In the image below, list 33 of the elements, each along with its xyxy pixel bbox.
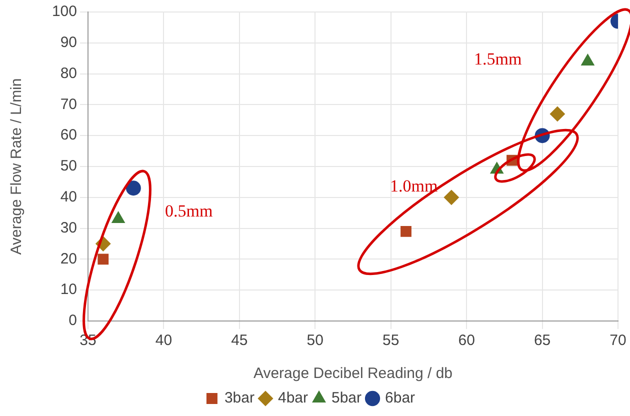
point <box>550 106 565 122</box>
y-tick-label: 60 <box>60 126 77 144</box>
x-tick-label: 55 <box>382 332 400 350</box>
point <box>444 190 459 205</box>
legend-label: 6bar <box>385 390 416 407</box>
y-tick-label: 70 <box>60 96 77 113</box>
y-tick-label: 80 <box>60 64 77 82</box>
y-tick-label: 20 <box>60 250 77 268</box>
y-tick-label: 0 <box>68 312 77 330</box>
point <box>126 180 141 196</box>
y-tick-label: 100 <box>52 3 77 20</box>
x-tick-label: 70 <box>610 332 626 350</box>
x-tick-label: 50 <box>306 332 324 350</box>
x-tick-label: 60 <box>458 332 475 350</box>
annotation: 0.5mm <box>165 201 213 220</box>
annotation: 1.5mm <box>474 49 522 68</box>
y-tick-label: 90 <box>60 34 77 52</box>
x-tick-label: 40 <box>155 332 172 350</box>
legend-label: 3bar <box>224 390 254 407</box>
x-axis-title: Average Decibel Reading / db <box>253 365 453 382</box>
point <box>400 226 412 237</box>
y-tick-label: 30 <box>60 219 77 236</box>
y-axis-title: Average Flow Rate / L/min <box>8 78 26 255</box>
annotation: 1.0mm <box>390 176 438 196</box>
point <box>98 254 109 265</box>
y-tick-label: 10 <box>60 281 77 298</box>
y-tick-label: 50 <box>60 158 77 175</box>
x-tick-label: 65 <box>534 332 551 350</box>
legend-label: 5bar <box>332 390 362 407</box>
point <box>112 212 125 224</box>
y-tick-label: 40 <box>60 188 77 206</box>
x-tick-label: 45 <box>231 332 248 350</box>
legend-label: 4bar <box>278 390 308 407</box>
